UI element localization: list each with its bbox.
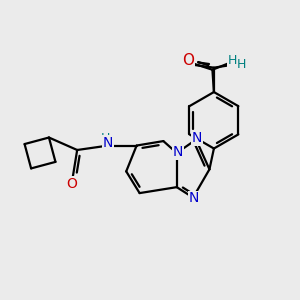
Text: H: H xyxy=(101,132,110,145)
Text: N: N xyxy=(103,136,113,150)
Text: N: N xyxy=(189,191,199,206)
Text: O: O xyxy=(182,53,194,68)
Text: O: O xyxy=(182,56,193,70)
Text: O: O xyxy=(66,177,77,191)
Text: N: N xyxy=(192,131,202,146)
Text: N: N xyxy=(173,146,183,159)
Text: H: H xyxy=(237,58,246,70)
Text: H: H xyxy=(228,54,238,67)
